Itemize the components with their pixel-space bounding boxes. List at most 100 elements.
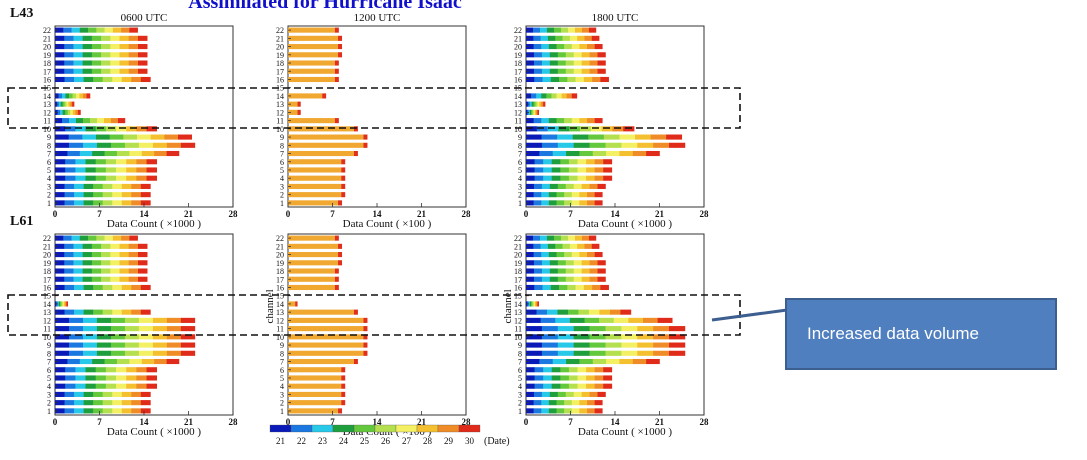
bar-segment — [295, 301, 298, 307]
bar-segment — [61, 118, 70, 124]
channel-tick-label: 10 — [43, 125, 51, 134]
bar-segment — [55, 260, 65, 266]
bar-segment — [64, 200, 75, 206]
bar-segment — [180, 350, 196, 356]
bar-segment — [568, 175, 578, 181]
bar-segment — [557, 268, 567, 274]
bar-segment — [589, 342, 606, 348]
bar-segment — [55, 68, 65, 74]
channel-tick-label: 4 — [47, 382, 51, 391]
bar-segment — [129, 235, 138, 241]
channel-tick-label: 14 — [43, 300, 51, 309]
bar-segment — [573, 142, 590, 148]
bar-segment — [82, 134, 97, 140]
bar-segment — [568, 367, 578, 373]
bar-segment — [653, 326, 670, 332]
bar-segment — [55, 142, 70, 148]
bar-segment — [110, 350, 126, 356]
bar-segment — [541, 93, 547, 99]
bar-segment — [537, 101, 540, 107]
bar-segment — [116, 126, 127, 132]
channel-tick-label: 3 — [280, 390, 284, 399]
bar-segment — [568, 167, 578, 173]
bar-segment — [526, 126, 538, 132]
bar-segment — [557, 350, 574, 356]
bar-channel-7 — [288, 150, 358, 157]
bar-segment — [597, 391, 606, 397]
channel-tick-label: 14 — [276, 92, 284, 101]
channel-tick-label: 20 — [276, 43, 284, 52]
bar-segment — [96, 118, 105, 124]
bar-segment — [166, 350, 182, 356]
bar-segment — [166, 334, 182, 340]
bar-segment — [590, 126, 602, 132]
bar-segment — [96, 235, 105, 241]
bar-segment — [288, 375, 342, 381]
bar-channel-8 — [55, 350, 196, 356]
bar-segment — [288, 350, 364, 356]
bar-segment — [353, 126, 358, 132]
bar-segment — [534, 367, 544, 373]
bar-segment — [92, 358, 105, 365]
channel-tick-label: 9 — [518, 341, 522, 350]
bar-segment — [288, 200, 339, 206]
channel-tick-label: 3 — [47, 182, 51, 191]
channel-tick-label: 8 — [518, 349, 522, 358]
bar-segment — [539, 101, 542, 107]
highlight-dashed-box — [7, 87, 741, 129]
bar-segment — [669, 326, 686, 332]
x-tick-label: 7 — [97, 417, 102, 427]
bar-segment — [288, 301, 296, 307]
bar-channel-10 — [288, 126, 358, 132]
bar-segment — [288, 183, 342, 189]
bar-segment — [61, 93, 66, 99]
bar-segment — [146, 159, 158, 165]
channel-tick-label: 8 — [47, 141, 51, 150]
bar-segment — [577, 367, 587, 373]
bar-segment — [121, 192, 132, 198]
bar-segment — [571, 44, 580, 50]
bar-segment — [573, 260, 582, 266]
bar-segment — [60, 301, 62, 307]
bar-segment — [560, 383, 570, 389]
channel-tick-label: 12 — [43, 316, 51, 325]
bar-segment — [288, 159, 342, 165]
bar-segment — [288, 276, 335, 282]
bar-segment — [526, 276, 535, 282]
channel-tick-label: 9 — [280, 341, 284, 350]
bar-segment — [93, 309, 103, 315]
bar-segment — [62, 109, 66, 115]
bar-segment — [363, 134, 368, 140]
bar-segment — [541, 334, 559, 340]
bar-segment — [526, 68, 535, 74]
bar-segment — [559, 76, 568, 83]
bar-segment — [124, 342, 140, 348]
bar-segment — [131, 183, 142, 189]
bar-channel-4 — [526, 175, 613, 181]
bar-segment — [63, 301, 66, 307]
bar-segment — [140, 391, 151, 397]
channel-tick-label: 15 — [43, 292, 51, 301]
bar-segment — [136, 367, 147, 373]
channel-tick-label: 19 — [514, 259, 522, 268]
channel-tick-label: 12 — [43, 108, 51, 117]
bar-segment — [138, 350, 154, 356]
bar-segment — [338, 35, 343, 41]
bar-segment — [543, 167, 553, 173]
bar-channel-20 — [288, 252, 343, 258]
bar-channel-6 — [288, 159, 346, 165]
bar-segment — [91, 68, 102, 74]
bar-segment — [555, 317, 571, 323]
bar-segment — [546, 235, 555, 241]
bar-segment — [121, 27, 130, 33]
bar-segment — [556, 192, 565, 198]
bar-segment — [124, 142, 140, 148]
bar-segment — [95, 159, 107, 165]
bar-segment — [556, 44, 565, 50]
bar-segment — [589, 52, 598, 58]
bar-channel-16 — [526, 284, 609, 291]
bar-channel-8 — [55, 142, 196, 148]
bar-segment — [588, 27, 597, 33]
bar-segment — [584, 35, 593, 41]
